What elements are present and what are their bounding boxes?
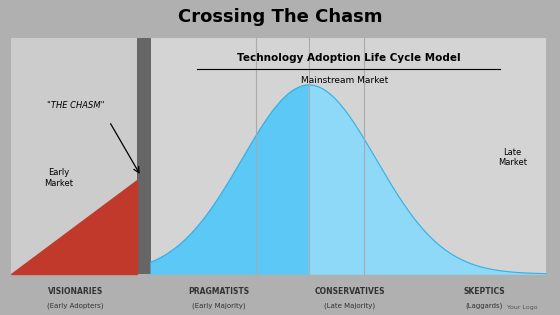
Bar — [137, 38, 151, 274]
Text: (Late Majority): (Late Majority) — [324, 303, 376, 309]
Text: SKEPTICS: SKEPTICS — [464, 287, 505, 295]
Text: (Early Adopters): (Early Adopters) — [48, 303, 104, 309]
Text: VISIONARIES: VISIONARIES — [48, 287, 103, 295]
Text: Mainstream Market: Mainstream Market — [301, 76, 388, 85]
Text: Late
Market: Late Market — [498, 148, 527, 167]
Text: Your Logo: Your Logo — [507, 305, 538, 310]
Text: CONSERVATIVES: CONSERVATIVES — [315, 287, 385, 295]
Polygon shape — [11, 180, 137, 274]
Bar — [137, 38, 546, 274]
Text: (Laggards): (Laggards) — [466, 303, 503, 309]
Text: Technology Adoption Life Cycle Model: Technology Adoption Life Cycle Model — [237, 53, 460, 63]
Bar — [11, 38, 137, 274]
Text: (Early Majority): (Early Majority) — [192, 303, 245, 309]
Text: PRAGMATISTS: PRAGMATISTS — [188, 287, 249, 295]
Polygon shape — [309, 85, 546, 274]
Polygon shape — [151, 85, 309, 274]
Text: Crossing The Chasm: Crossing The Chasm — [178, 8, 382, 26]
Text: Early
Market: Early Market — [44, 168, 73, 188]
Text: "THE CHASM": "THE CHASM" — [47, 101, 104, 110]
